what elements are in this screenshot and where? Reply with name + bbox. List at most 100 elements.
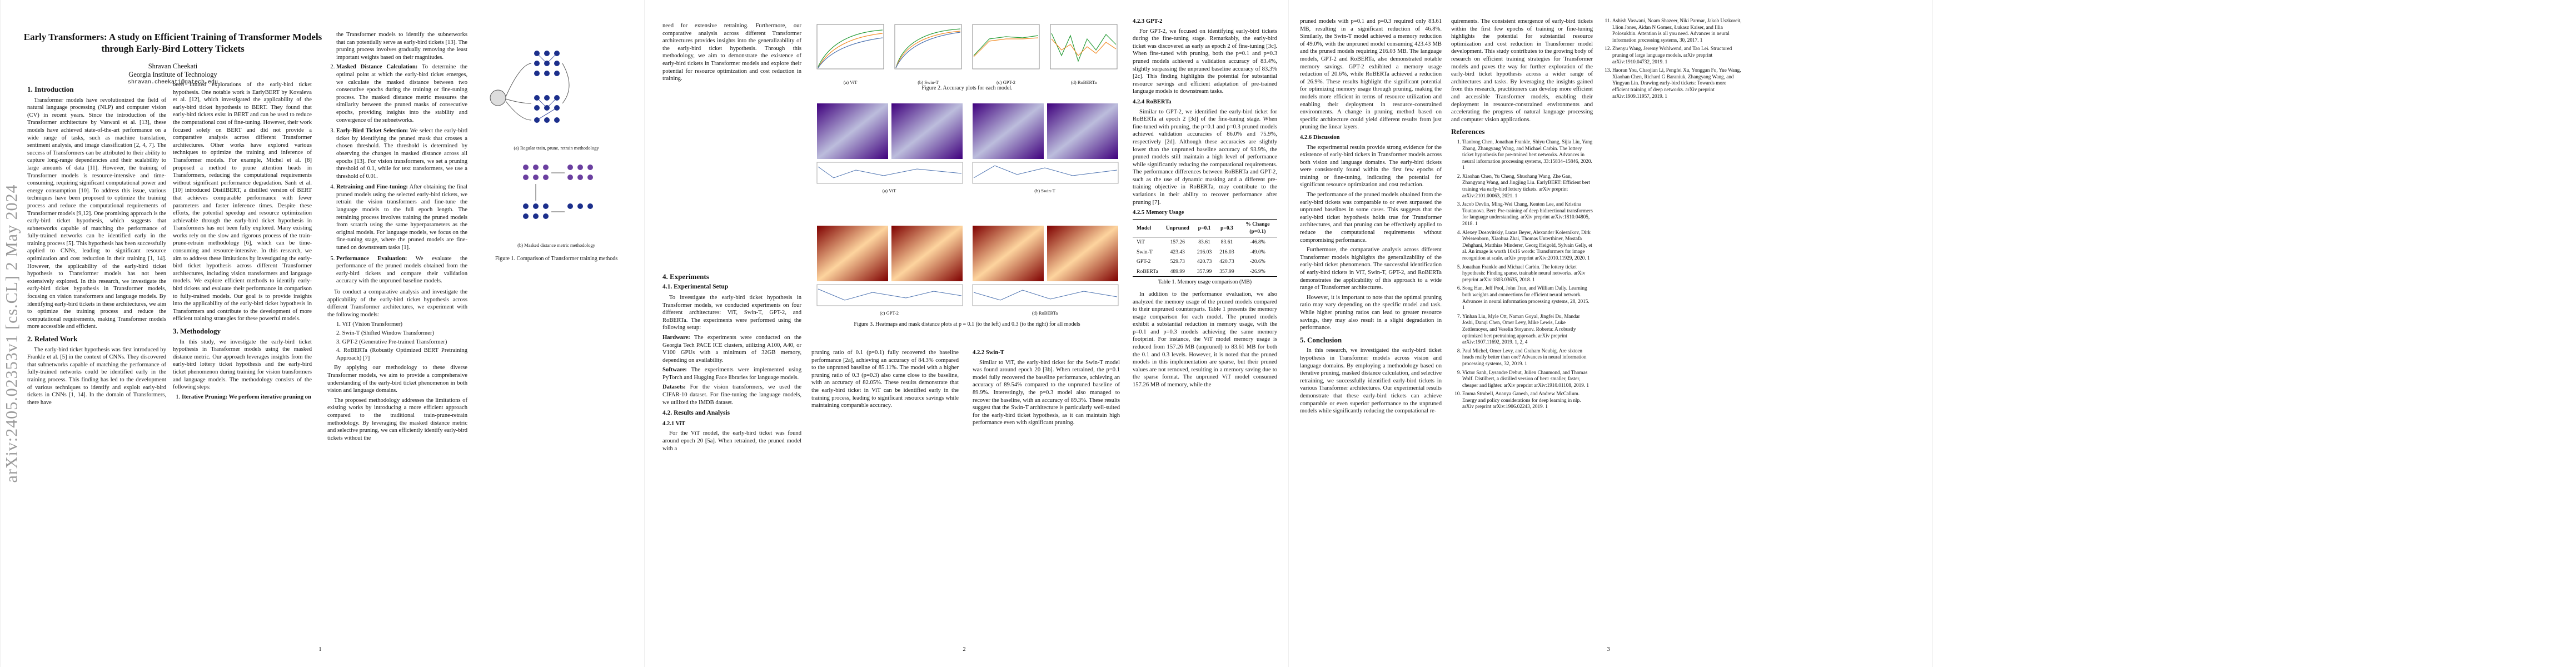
paragraph: The experimental results provide strong … — [1300, 144, 1442, 188]
reference-list-continued: Ashish Vaswani, Noam Shazeer, Niki Parma… — [1601, 18, 1743, 99]
figure-2-label: (d) RoBERTa — [1070, 79, 1097, 85]
heatmap-vit — [816, 103, 963, 184]
paragraph: However, it is important to note that th… — [1300, 294, 1442, 331]
figure-3-caption: Figure 3. Heatmaps and mask distance plo… — [854, 321, 1080, 327]
plot-roberta — [1050, 24, 1118, 69]
figure-2-label: (c) GPT-2 — [996, 79, 1015, 85]
heatmap-roberta — [972, 226, 1119, 306]
paragraph: Furthermore, the comparative analysis ac… — [1300, 247, 1442, 291]
paragraph: Datasets: For the vision transformers, w… — [662, 384, 801, 406]
subsection-heading: 4.2. Results and Analysis — [662, 410, 730, 417]
list-item: Retraining and Fine-tuning: After obtain… — [336, 183, 467, 251]
paragraph: Similar to GPT-2, we identified the earl… — [1133, 108, 1277, 206]
author-email: shravan.cheekati@gatech.edu — [127, 79, 218, 86]
table-row: GPT-2 529.73 420.73 420.73 -20.6% — [1137, 258, 1265, 265]
memory-table: Model Unpruned p=0.1 p=0.3 % Change (p=0… — [1133, 218, 1277, 277]
title-block: Early Transformers: A study on Efficient… — [23, 31, 323, 86]
paragraph: In this study, we investigate the early-… — [173, 339, 312, 391]
paragraph: pruned models with p=0.1 and p=0.3 requi… — [1300, 18, 1442, 131]
table-row: Swin-T 423.43 216.03 216.03 -49.0% — [1137, 248, 1265, 255]
figure-1-caption: Figure 1. Comparison of Transformer trai… — [495, 256, 618, 262]
figure-1: (a) Regular train, prune, retrain method… — [476, 31, 637, 265]
model-list-item: 3. GPT-2 (Generative Pre-trained Transfo… — [336, 339, 447, 345]
page2-col-mid: pruning ratio of 0.1 (p=0.1) fully recov… — [811, 349, 959, 412]
reference-item: Tianlong Chen, Jonathan Frankle, Shiyu C… — [1462, 139, 1593, 171]
list-item: Performance Evaluation: We evaluate the … — [336, 255, 467, 285]
figure-3-label: (d) RoBERTa — [1032, 310, 1058, 316]
figure-1b-diagram — [523, 165, 593, 219]
table-row: ViT 157.26 83.61 83.61 -46.8% — [1137, 239, 1265, 246]
paragraph: By applying our methodology to these div… — [327, 365, 467, 394]
page2-col-right: 4.2.3 GPT-2 For GPT-2, we focused on ide… — [1133, 18, 1277, 391]
list-item: Early-Bird Ticket Selection: We select t… — [336, 127, 467, 180]
page2-col-left: need for extensive retraining. Furthermo… — [662, 22, 801, 455]
subsection-heading: 4.1. Experimental Setup — [662, 283, 729, 291]
figure-1b-caption: (b) Masked distance metric methodology — [517, 242, 595, 248]
section-heading: 3. Methodology — [173, 327, 221, 335]
page3-col-right: Ashish Vaswani, Noam Shazeer, Niki Parma… — [1601, 18, 1743, 102]
page-number: 2 — [963, 646, 966, 653]
list-item: Masked Distance Calculation: To determin… — [336, 63, 467, 124]
model-list-item: 1. ViT (Vision Transformer) — [336, 321, 402, 328]
reference-item: Ashish Vaswani, Noam Shazeer, Niki Parma… — [1612, 18, 1743, 43]
figure-3-label: (c) GPT-2 — [880, 310, 899, 316]
plot-gpt2 — [972, 24, 1040, 69]
paragraph: The performance of the pruned models obt… — [1300, 192, 1442, 243]
paragraph: In addition to the performance evaluatio… — [1133, 291, 1277, 389]
figure-3-label: (b) Swin-T — [1034, 188, 1055, 193]
reference-item: Paul Michel, Omer Levy, and Graham Neubi… — [1462, 348, 1593, 367]
section-heading: 2. Related Work — [27, 335, 78, 343]
reference-item: Xiaohan Chen, Yu Cheng, Shuohang Wang, Z… — [1462, 173, 1593, 199]
plot-vit — [816, 24, 884, 69]
page2-col-mid2: 4.2.2 Swin-T Similar to ViT, the early-b… — [973, 349, 1120, 429]
model-list-item: 4. RoBERTa (Robustly Optimized BERT Pret… — [336, 347, 467, 361]
subsubsection-heading: 4.2.4 RoBERTa — [1133, 98, 1172, 105]
author-name: Shravan Cheekati — [148, 62, 198, 70]
page-1: arXiv:2405.02353v1 [cs.CL] 2 May 2024 Ea… — [0, 0, 640, 667]
page-2: need for extensive retraining. Furthermo… — [644, 0, 1284, 667]
table-header: Model — [1133, 218, 1162, 238]
paragraph: pruning ratio of 0.1 (p=0.1) fully recov… — [811, 350, 959, 409]
paragraph: Software: The experiments were implement… — [662, 367, 801, 381]
paragraph: Transformer models have revolutionized t… — [27, 97, 166, 330]
subsubsection-heading: 4.2.1 ViT — [662, 420, 685, 427]
section-heading: References — [1451, 127, 1485, 136]
table-caption: Table 1. Memory usage comparison (MB) — [1158, 279, 1252, 286]
reference-item: Haoran You, Chaojian Li, Pengfei Xu, Yon… — [1612, 67, 1743, 99]
page-3: pruned models with p=0.1 and p=0.3 requi… — [1288, 0, 1928, 667]
subsubsection-heading: 4.2.3 GPT-2 — [1133, 18, 1163, 24]
table-row: RoBERTa 489.99 357.99 357.99 -26.9% — [1133, 266, 1277, 277]
figure-2-caption: Figure 2. Accuracy plots for each model. — [921, 85, 1013, 91]
author-affiliation: Georgia Institute of Technology — [128, 71, 217, 78]
model-list-item: 2. Swin-T (Shifted Window Transformer) — [336, 330, 435, 336]
subsubsection-heading: 4.2.5 Memory Usage — [1133, 210, 1184, 216]
reference-list: Tianlong Chen, Jonathan Frankle, Shiyu C… — [1451, 139, 1593, 410]
section-heading: 4. Experiments — [662, 272, 709, 281]
page1-col-left: 1. Introduction Transformer models have … — [27, 81, 166, 409]
subsubsection-heading: 4.2.2 Swin-T — [973, 350, 1004, 356]
reference-item: Yinhan Liu, Myle Ott, Naman Goyal, Jingf… — [1462, 313, 1593, 346]
paragraph: The proposed methodology addresses the l… — [327, 397, 467, 441]
reference-item: Song Han, Jeff Pool, John Tran, and Will… — [1462, 285, 1593, 311]
figure-2-label: (a) ViT — [843, 79, 858, 85]
table-header: p=0.1 — [1193, 218, 1216, 238]
paragraph: The early-bird ticket hypothesis was fir… — [27, 346, 166, 406]
paragraph: Similar to ViT, the early-bird ticket fo… — [973, 359, 1120, 426]
paragraph: To conduct a comparative analysis and in… — [327, 289, 467, 318]
figure-2-label: (b) Swin-T — [918, 79, 939, 85]
page1-col-right: the Transformer models to identify the s… — [327, 31, 467, 444]
table-header: % Change (p=0.1) — [1238, 218, 1277, 238]
reference-item: Alexey Dosovitskiy, Lucas Beyer, Alexand… — [1462, 230, 1593, 262]
page3-col-left: pruned models with p=0.1 and p=0.3 requi… — [1300, 18, 1442, 417]
reference-item: Jonathan Frankle and Michael Carbin. The… — [1462, 264, 1593, 283]
page3-col-mid: quirements. The consistent emergence of … — [1451, 18, 1593, 412]
paper-title: Early Transformers: A study on Efficient… — [23, 32, 322, 54]
paragraph: To investigate the early-bird ticket hyp… — [662, 294, 801, 331]
paragraph: been limited explorations of the early-b… — [173, 82, 312, 322]
paragraph: need for extensive retraining. Furthermo… — [662, 23, 801, 82]
paragraph: the Transformer models to identify the s… — [336, 32, 467, 61]
paragraph: For the ViT model, the early-bird ticket… — [662, 430, 801, 452]
arxiv-stamp: arXiv:2405.02353v1 [cs.CL] 2 May 2024 — [2, 184, 21, 483]
page-number: 3 — [1607, 646, 1610, 653]
reference-item: Zhenyu Wang, Jeremy Wohlwend, and Tao Le… — [1612, 46, 1743, 65]
